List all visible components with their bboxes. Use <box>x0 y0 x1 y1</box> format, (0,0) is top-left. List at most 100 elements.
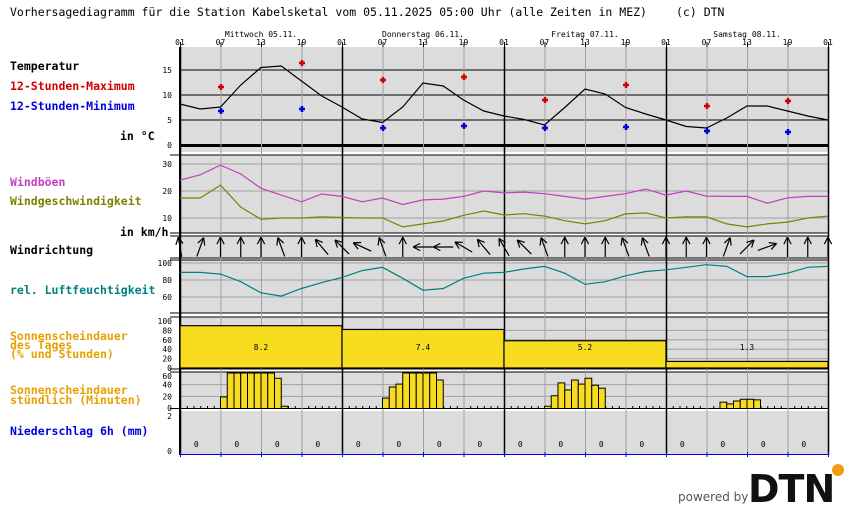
humidity-tick-label: 100 <box>158 259 173 268</box>
precip-value: 0 <box>680 440 685 449</box>
min12-marker <box>299 106 305 112</box>
max12-marker <box>380 77 386 83</box>
sun-daily-tick-label: 60 <box>162 336 172 345</box>
hour-tick-label: 01 <box>175 38 185 47</box>
sun-hourly-bar <box>598 387 606 410</box>
wind-arrow <box>757 242 778 251</box>
sun-hourly-bar <box>220 396 228 410</box>
wind-speed-line <box>180 184 829 228</box>
wind-arrow <box>196 237 206 257</box>
label-wind-direction: Windrichtung <box>10 243 93 257</box>
sun-daily-bar <box>179 325 343 369</box>
wind-arrow <box>175 236 184 257</box>
min12-marker <box>380 125 386 131</box>
hour-tick-label: 13 <box>256 38 266 47</box>
sun-hourly-bar <box>409 372 417 409</box>
sun-hourly-tick-label: 20 <box>162 392 172 401</box>
hour-tick-label: 01 <box>337 38 347 47</box>
day-label: Freitag 07.11. <box>551 30 618 39</box>
sun-daily-tick-label: 20 <box>162 355 172 364</box>
max12-marker <box>785 98 791 104</box>
wind-arrow <box>580 236 590 257</box>
marks <box>175 60 833 410</box>
sun-daily-value: 8.2 <box>254 343 269 352</box>
hour-tick-label: 01 <box>661 38 671 47</box>
wind-arrow <box>334 239 350 255</box>
sun-hourly-bar <box>422 372 431 409</box>
sun-hourly-bar <box>260 372 269 409</box>
precip-tick-label: 2 <box>167 412 172 421</box>
label-precip: Niederschlag 6h (mm) <box>10 424 148 438</box>
sun-hourly-bar <box>388 386 397 409</box>
wind-arrow <box>476 238 491 256</box>
sun-hourly-bar <box>429 372 437 409</box>
precip-value: 0 <box>639 440 644 449</box>
hour-tick-label: 01 <box>823 38 833 47</box>
copyright: (c) DTN <box>676 5 725 19</box>
sun-hourly-bar <box>267 372 275 409</box>
sun-hourly-bar <box>557 382 566 409</box>
sun-daily-tick-label: 40 <box>162 345 172 354</box>
sun-hourly-bar <box>233 372 242 409</box>
temp-tick-label: 5 <box>167 116 172 125</box>
wind-arrow <box>601 236 610 257</box>
label-min12: 12-Stunden-Minimum <box>10 99 135 113</box>
wind-arrow <box>640 237 650 257</box>
sun-daily-bar <box>503 340 667 369</box>
sun-hourly-bar <box>726 403 734 410</box>
day-label: Samstag 08.11. <box>713 30 780 39</box>
sun-hourly-bar <box>746 398 755 410</box>
min12-marker <box>623 124 629 130</box>
precip-tick-label: 0 <box>167 447 172 456</box>
sun-hourly-bar <box>274 377 282 409</box>
wind-arrow <box>398 236 407 257</box>
label-temp-unit: in °C <box>120 129 155 143</box>
label-max12: 12-Stunden-Maximum <box>10 79 135 93</box>
max12-marker <box>542 97 548 103</box>
sun-hourly-bar <box>402 372 410 409</box>
precip-value: 0 <box>599 440 604 449</box>
wind-arrow <box>516 239 532 255</box>
sun-daily-value: 5.2 <box>578 343 593 352</box>
max12-marker <box>299 60 305 66</box>
temp-tick-label: 0 <box>167 141 172 150</box>
sun-hourly-bar <box>280 405 289 410</box>
sun-hourly-bar <box>753 399 761 410</box>
wind-arrow <box>823 236 833 257</box>
sun-hourly-bar <box>591 384 599 409</box>
label-sun-hourly-2: stündlich (Minuten) <box>10 393 142 407</box>
hour-tick-label: 07 <box>378 38 388 47</box>
wind-arrow <box>661 236 671 257</box>
min12-marker <box>704 128 710 134</box>
label-wind-unit: in km/h <box>120 225 169 239</box>
wind-tick-label: 30 <box>162 160 172 169</box>
day-label: Donnerstag 06.11. <box>382 30 464 39</box>
hour-tick-label: 07 <box>216 38 226 47</box>
hour-tick-label: 19 <box>621 38 631 47</box>
wind-arrow <box>803 236 812 257</box>
wind-arrow <box>352 241 372 252</box>
temp-tick-label: 15 <box>162 66 172 75</box>
wind-arrow <box>412 242 433 252</box>
wind-arrow <box>432 242 454 252</box>
sun-hourly-bar <box>247 372 255 409</box>
sun-daily-value: 1.3 <box>740 343 755 352</box>
wind-tick-label: 10 <box>162 214 172 223</box>
sun-hourly-tick-label: 60 <box>162 372 172 381</box>
wind-arrow <box>702 236 711 257</box>
label-sun-hourly-1: Sonnenscheindauer <box>10 383 128 397</box>
sun-daily-tick-label: 0 <box>167 364 172 373</box>
powered-by-text: powered by <box>678 490 748 504</box>
sun-hourly-bar <box>240 372 248 409</box>
sun-hourly-bar <box>577 383 586 409</box>
label-wind-speed: Windgeschwindigkeit <box>10 194 142 208</box>
min12-marker <box>785 129 791 135</box>
hour-tick-label: 13 <box>580 38 590 47</box>
sun-hourly-bar <box>584 377 593 409</box>
hour-tick-label: 13 <box>742 38 752 47</box>
wind-arrow <box>620 237 630 257</box>
sun-hourly-bar <box>719 401 728 410</box>
hour-tick-label: 19 <box>783 38 793 47</box>
precip-value: 0 <box>396 440 401 449</box>
